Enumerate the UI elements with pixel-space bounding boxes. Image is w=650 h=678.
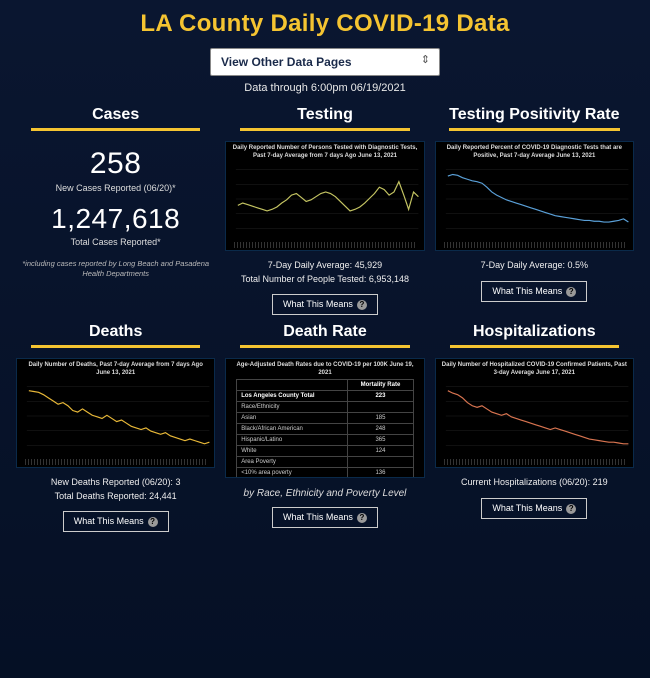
new-cases-label: New Cases Reported (06/20)* — [16, 183, 215, 193]
deaths-chart: Daily Number of Deaths, Past 7-day Avera… — [16, 358, 215, 468]
hosp-chart: Daily Number of Hospitalized COVID-19 Co… — [435, 358, 634, 468]
data-through-label: Data through 6:00pm 06/19/2021 — [0, 82, 650, 94]
help-icon: ? — [566, 504, 576, 514]
deathrate-title: Death Rate — [240, 323, 409, 348]
help-icon: ? — [357, 300, 367, 310]
testing-info-button[interactable]: What This Means? — [272, 294, 378, 315]
testing-card: Testing Daily Reported Number of Persons… — [225, 106, 424, 315]
cases-title: Cases — [31, 106, 200, 131]
new-deaths: New Deaths Reported (06/20): 3 — [16, 476, 215, 490]
hosp-title: Hospitalizations — [450, 323, 619, 348]
total-deaths: Total Deaths Reported: 24,441 — [16, 490, 215, 504]
positivity-title: Testing Positivity Rate — [449, 106, 619, 131]
positivity-card: Testing Positivity Rate Daily Reported P… — [435, 106, 634, 315]
data-pages-select[interactable]: View Other Data Pages — [210, 48, 440, 76]
deathrate-subtitle: by Race, Ethnicity and Poverty Level — [225, 488, 424, 499]
cases-card: Cases 258 New Cases Reported (06/20)* 1,… — [16, 106, 215, 315]
total-cases-label: Total Cases Reported* — [16, 237, 215, 247]
total-cases-value: 1,247,618 — [16, 203, 215, 235]
positivity-chart: Daily Reported Percent of COVID-19 Diagn… — [435, 141, 634, 251]
deathrate-info-button[interactable]: What This Means? — [272, 507, 378, 528]
hosp-card: Hospitalizations Daily Number of Hospita… — [435, 323, 634, 532]
testing-total: Total Number of People Tested: 6,953,148 — [225, 273, 424, 287]
deathrate-card: Death Rate Age-Adjusted Death Rates due … — [225, 323, 424, 532]
deaths-card: Deaths Daily Number of Deaths, Past 7-da… — [16, 323, 215, 532]
new-cases-value: 258 — [16, 147, 215, 181]
testing-title: Testing — [240, 106, 409, 131]
testing-chart: Daily Reported Number of Persons Tested … — [225, 141, 424, 251]
help-icon: ? — [357, 513, 367, 523]
page-title: LA County Daily COVID-19 Data — [0, 10, 650, 38]
positivity-info-button[interactable]: What This Means? — [481, 281, 587, 302]
deathrate-table-box: Age-Adjusted Death Rates due to COVID-19… — [225, 358, 424, 478]
help-icon: ? — [566, 287, 576, 297]
help-icon: ? — [148, 517, 158, 527]
positivity-avg: 7-Day Daily Average: 0.5% — [435, 259, 634, 273]
cases-footnote: *including cases reported by Long Beach … — [16, 259, 215, 279]
testing-avg: 7-Day Daily Average: 45,929 — [225, 259, 424, 273]
hosp-info-button[interactable]: What This Means? — [481, 498, 587, 519]
deaths-info-button[interactable]: What This Means? — [63, 511, 169, 532]
deaths-title: Deaths — [31, 323, 200, 348]
current-hosp: Current Hospitalizations (06/20): 219 — [435, 476, 634, 490]
